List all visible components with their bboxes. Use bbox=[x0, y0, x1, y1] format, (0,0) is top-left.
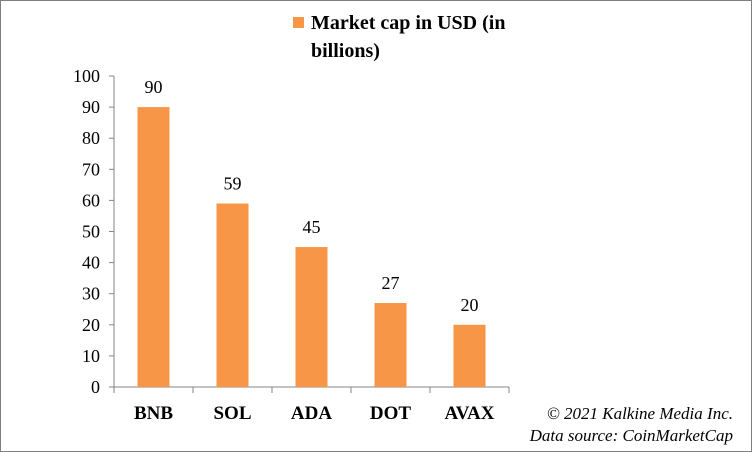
y-tick-label: 60 bbox=[82, 190, 100, 210]
x-tick-label: SOL bbox=[213, 403, 251, 424]
data-label: 27 bbox=[382, 273, 400, 293]
bar-dot bbox=[374, 303, 407, 387]
y-tick-label: 30 bbox=[82, 284, 100, 304]
y-tick-label: 100 bbox=[73, 66, 100, 86]
data-label: 90 bbox=[145, 77, 163, 97]
y-tick-label: 50 bbox=[82, 222, 100, 242]
y-tick-label: 40 bbox=[82, 253, 100, 273]
data-label: 20 bbox=[461, 295, 479, 315]
x-tick-label: BNB bbox=[134, 403, 173, 424]
y-tick-label: 80 bbox=[82, 128, 100, 148]
y-tick-label: 0 bbox=[91, 377, 100, 397]
data-label: 45 bbox=[303, 217, 321, 237]
bar-ada bbox=[295, 247, 328, 387]
data-source-text: Data source: CoinMarketCap bbox=[529, 426, 733, 445]
bar-bnb bbox=[137, 107, 170, 387]
bar-avax bbox=[453, 324, 486, 387]
y-tick-label: 90 bbox=[82, 97, 100, 117]
x-tick-label: ADA bbox=[291, 403, 332, 424]
x-tick-label: AVAX bbox=[445, 403, 495, 424]
y-tick-label: 70 bbox=[82, 159, 100, 179]
legend-swatch bbox=[293, 17, 304, 28]
data-label: 59 bbox=[224, 174, 242, 194]
y-tick-label: 10 bbox=[82, 346, 100, 366]
legend-label: Market cap in USD (in billions) bbox=[311, 12, 506, 62]
copyright-text: © 2021 Kalkine Media Inc. bbox=[546, 404, 733, 423]
bar-sol bbox=[216, 203, 249, 387]
legend: Market cap in USD (in billions) bbox=[293, 9, 543, 65]
x-tick-label: DOT bbox=[370, 403, 412, 424]
y-tick-label: 20 bbox=[82, 315, 100, 335]
